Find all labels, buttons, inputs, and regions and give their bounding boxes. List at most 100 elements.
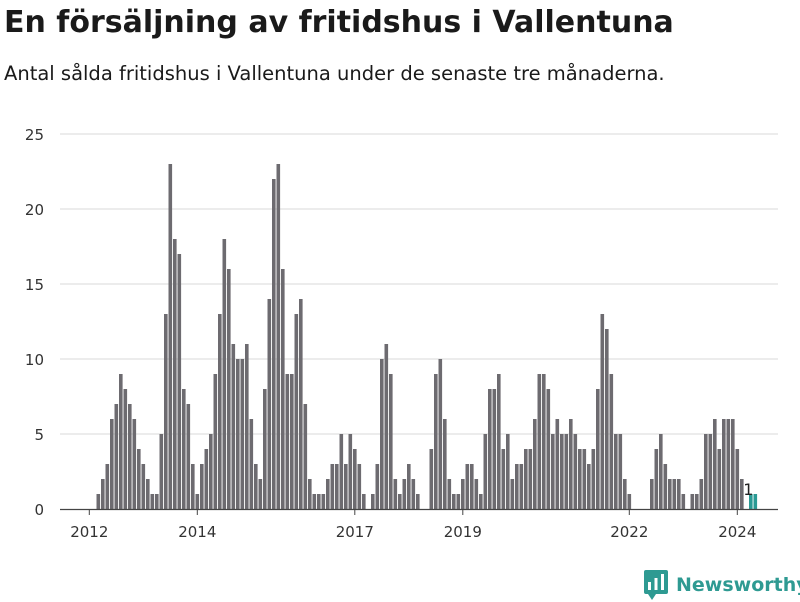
bar	[695, 494, 699, 509]
bar	[681, 494, 686, 509]
bar	[605, 329, 609, 509]
bar	[677, 479, 681, 509]
bar	[344, 464, 348, 509]
bar	[429, 449, 434, 509]
bar	[506, 434, 510, 509]
x-tick-label: 2024	[718, 523, 756, 541]
bar	[272, 179, 276, 509]
bar	[137, 449, 141, 509]
bar	[204, 449, 209, 509]
y-tick-label: 10	[25, 351, 44, 369]
bar	[339, 434, 344, 509]
bar	[600, 314, 605, 509]
bar	[726, 419, 731, 509]
bar	[335, 464, 339, 509]
bar	[501, 449, 506, 509]
bar	[218, 314, 222, 509]
bar	[740, 479, 744, 509]
bar	[285, 374, 290, 509]
bar	[321, 494, 326, 509]
bar	[519, 464, 524, 509]
bar	[182, 389, 186, 509]
bar	[704, 434, 708, 509]
bar	[236, 359, 240, 509]
bar	[573, 434, 578, 509]
bar	[569, 419, 573, 509]
bar	[281, 269, 285, 509]
bar	[627, 494, 632, 509]
bar	[555, 419, 560, 509]
bar	[596, 389, 600, 509]
bar	[699, 479, 704, 509]
bar	[357, 464, 362, 509]
bar	[497, 374, 501, 509]
bar	[303, 404, 308, 509]
bar	[312, 494, 317, 509]
bar	[258, 479, 263, 509]
bar	[479, 494, 483, 509]
bar	[195, 494, 200, 509]
bar	[591, 449, 596, 509]
bar	[173, 239, 177, 509]
bar	[164, 314, 168, 509]
bar	[96, 494, 101, 509]
bar	[474, 479, 479, 509]
bar	[326, 479, 330, 509]
bar	[668, 479, 672, 509]
bar	[749, 494, 753, 509]
bar	[717, 449, 722, 509]
bar	[267, 299, 272, 509]
bar	[713, 419, 717, 509]
bar	[614, 434, 618, 509]
bar	[483, 434, 488, 509]
y-tick-label: 0	[34, 501, 44, 519]
bar	[515, 464, 519, 509]
bar	[330, 464, 335, 509]
bar	[119, 374, 123, 509]
bar	[708, 434, 713, 509]
bar	[263, 389, 267, 509]
chart-title: En försäljning av fritidshus i Vallentun…	[4, 5, 674, 40]
bar	[398, 494, 402, 509]
bar	[470, 464, 474, 509]
bar	[308, 479, 312, 509]
bar	[465, 464, 470, 509]
bar	[146, 479, 150, 509]
y-tick-label: 20	[25, 201, 44, 219]
bar	[659, 434, 663, 509]
y-tick-label: 15	[25, 276, 44, 294]
bar	[452, 494, 456, 509]
bar	[375, 464, 380, 509]
bar	[654, 449, 659, 509]
bar	[456, 494, 461, 509]
bar	[254, 464, 258, 509]
bar	[735, 449, 740, 509]
bar	[249, 419, 254, 509]
bar	[384, 344, 389, 509]
bar	[407, 464, 411, 509]
bar	[128, 404, 132, 509]
bar	[389, 374, 393, 509]
bar	[380, 359, 384, 509]
bar	[416, 494, 420, 509]
bar	[105, 464, 110, 509]
bar	[110, 419, 114, 509]
bar	[438, 359, 443, 509]
bar	[222, 239, 227, 509]
bar	[650, 479, 654, 509]
brand-name: Newsworthy	[676, 574, 800, 596]
bar	[150, 494, 155, 509]
bar	[488, 389, 492, 509]
bar	[542, 374, 546, 509]
bar	[582, 449, 587, 509]
y-tick-label: 25	[25, 126, 44, 144]
bar	[168, 164, 173, 509]
bar	[447, 479, 452, 509]
bar	[114, 404, 119, 509]
bar	[155, 494, 159, 509]
bar	[362, 494, 366, 509]
bar	[231, 344, 236, 509]
bar	[132, 419, 137, 509]
chart-subtitle: Antal sålda fritidshus i Vallentuna unde…	[4, 62, 665, 85]
bar	[564, 434, 569, 509]
